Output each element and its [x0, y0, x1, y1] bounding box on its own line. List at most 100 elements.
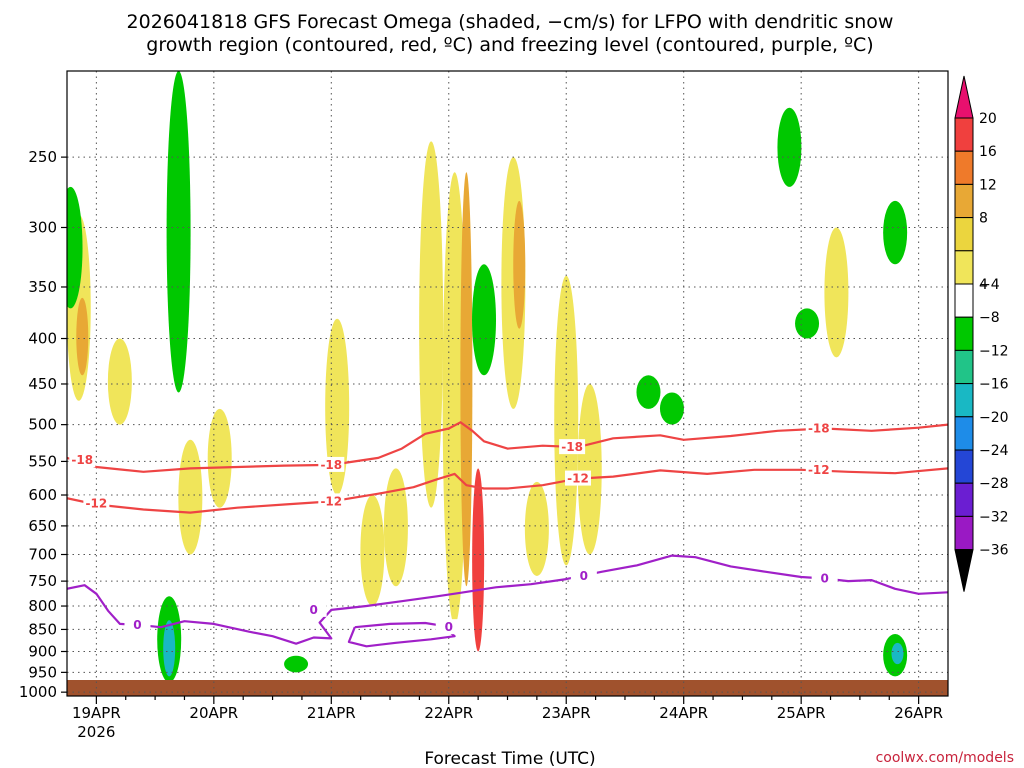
omega-cell-15: [460, 172, 473, 587]
omega-cell-21: [554, 275, 579, 566]
contour-label-bg: [811, 570, 838, 586]
contour-label--18: -18: [320, 458, 342, 472]
contour-label--12: -12: [320, 494, 342, 508]
x-tick-year-label: 2026: [77, 723, 115, 741]
x-tick-label-7: 26APR: [894, 704, 943, 722]
contour-label-bg: [300, 601, 327, 617]
colorbar-top-arrow: [954, 75, 974, 119]
colorbar-segment-6: [954, 316, 974, 351]
y-tick-label-13: 900: [28, 642, 57, 660]
chart-title-line-2: growth region (contoured, red, ºC) and f…: [146, 34, 873, 56]
y-tick-label-3: 400: [28, 330, 57, 348]
colorbar-segment-2: [954, 183, 974, 219]
y-tick-label-6: 550: [28, 452, 57, 470]
omega-cell-22: [577, 383, 602, 555]
y-tick-label-5: 500: [28, 416, 57, 434]
y-axis-ticks: 250 300 350 400 450 500 550 600 650 700 750 800 850 9…: [19, 148, 67, 701]
y-tick-label-11: 800: [28, 597, 57, 615]
contour-label-bg: [805, 461, 832, 477]
colorbar-label-1: 16: [979, 144, 997, 160]
colorbar-label-12: −32: [979, 509, 1009, 525]
colorbar-segment-7: [954, 349, 974, 385]
y-tick-label-12: 850: [28, 620, 57, 638]
x-tick-label-3: 22APR: [424, 704, 473, 722]
contour-line--18-0: [67, 421, 948, 473]
contour-label-0: 0: [580, 569, 588, 583]
contour-label--12: -12: [567, 472, 589, 486]
y-tick-label-15: 1000: [19, 683, 57, 701]
colorbar-label-5: −4: [979, 277, 1000, 293]
colorbar-label-4: 4: [979, 277, 988, 293]
omega-cell-4: [166, 71, 191, 393]
contour-line-0-2: [67, 554, 948, 645]
contour-label-bg: [83, 495, 110, 511]
colorbar-segment-4: [954, 250, 974, 285]
chart-title-line-1: 2026041818 GFS Forecast Omega (shaded, −…: [127, 11, 894, 33]
colorbar-segment-1: [954, 150, 974, 185]
omega-cell-25: [777, 107, 802, 187]
colorbar-label-8: −16: [979, 377, 1009, 393]
colorbar-label-13: −36: [979, 543, 1009, 559]
y-tick-label-1: 300: [28, 218, 57, 236]
y-tick-label-2: 350: [28, 278, 57, 296]
colorbar-label-6: −8: [979, 310, 1000, 326]
omega-cell-17: [472, 264, 497, 376]
contour-label-0: 0: [133, 618, 141, 632]
colorbar-label-7: −12: [979, 343, 1009, 359]
colorbar-segment-0: [954, 117, 974, 152]
colorbar-segment-12: [954, 515, 974, 551]
colorbar-segment-8: [954, 383, 974, 418]
y-tick-label-4: 450: [28, 375, 57, 393]
contour-label-0: 0: [820, 572, 828, 586]
omega-cell-28: [883, 200, 908, 265]
omega-cell-2: [67, 186, 83, 309]
omega-cell-27: [824, 227, 849, 358]
omega-cell-23: [636, 375, 661, 409]
contour-label-bg: [318, 493, 345, 509]
contour-line--12-1: [67, 467, 948, 514]
colorbar-label-3: 8: [979, 211, 988, 227]
x-tick-label-2: 21APR: [307, 704, 356, 722]
contour-label-0: 0: [445, 620, 453, 634]
colorbar-label-2: 12: [979, 177, 997, 193]
colorbar-segment-10: [954, 449, 974, 484]
y-tick-label-7: 600: [28, 486, 57, 504]
omega-shading-layer: [67, 71, 908, 683]
contour-label-bg: [435, 619, 462, 635]
omega-cell-26: [795, 308, 820, 339]
x-tick-label-5: 24APR: [659, 704, 708, 722]
y-tick-label-9: 700: [28, 546, 57, 564]
y-tick-label-10: 750: [28, 572, 57, 590]
contour-label--18: -18: [561, 440, 583, 454]
colorbar-label-11: −28: [979, 476, 1009, 492]
colorbar-segment-3: [954, 217, 974, 252]
contour-line-0-3: [347, 621, 456, 648]
y-tick-label-8: 650: [28, 517, 57, 535]
credit-text[interactable]: coolwx.com/models: [876, 750, 1014, 766]
colorbar-label-9: −20: [979, 410, 1009, 426]
x-tick-label-4: 23APR: [542, 704, 591, 722]
colorbar-segment-5: [954, 283, 974, 318]
omega-cell-24: [659, 392, 684, 425]
omega-cell-3: [107, 338, 132, 425]
x-tick-label-0: 19APR: [72, 704, 121, 722]
contour-label--12: -12: [808, 463, 830, 477]
contour-layer: -18 -18 -18 -18 -12 -12 -12 -12 0 0 0 0 0: [67, 420, 948, 648]
x-tick-label-6: 25APR: [777, 704, 826, 722]
omega-cell-7: [207, 408, 232, 508]
gridlines: [67, 71, 948, 696]
contour-label-bg: [559, 439, 586, 455]
contour-label--12: -12: [86, 496, 108, 510]
colorbar-label-10: −24: [979, 443, 1009, 459]
terrain-surface: [67, 680, 948, 696]
y-tick-label-0: 250: [28, 148, 57, 166]
omega-cell-9: [284, 655, 309, 673]
omega-cell-12: [383, 468, 408, 587]
contour-label-bg: [124, 616, 151, 632]
y-tick-label-14: 950: [28, 663, 57, 681]
omega-cell-16: [472, 468, 485, 652]
omega-cell-1: [76, 297, 89, 376]
contour-label-bg: [805, 420, 832, 436]
